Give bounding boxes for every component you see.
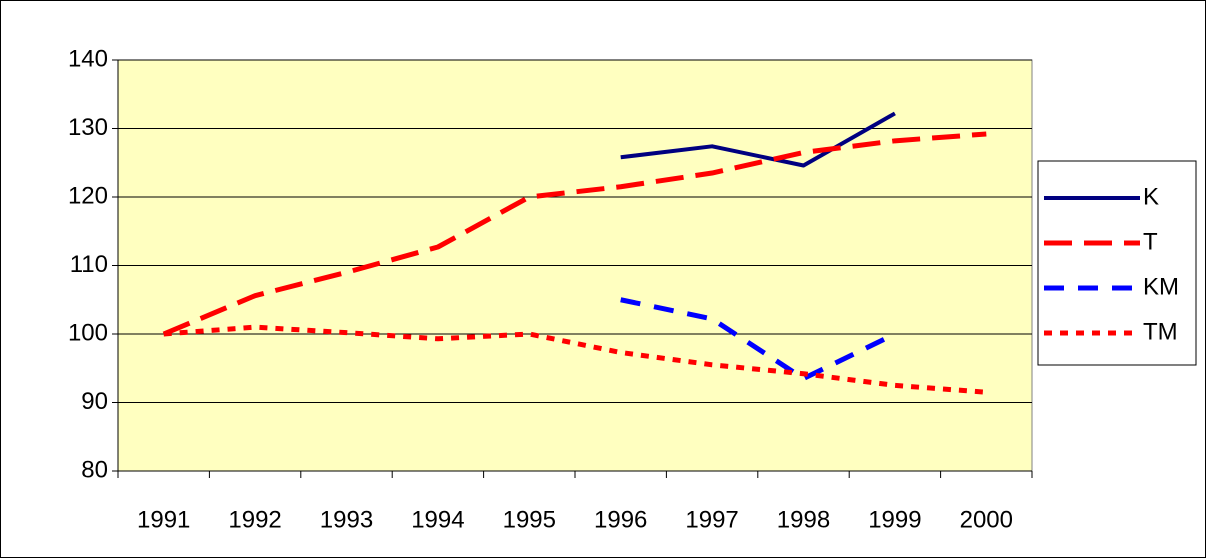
y-tick-label: 80 bbox=[81, 456, 108, 483]
legend-label: TM bbox=[1143, 318, 1178, 345]
x-tick-label: 1997 bbox=[685, 506, 738, 533]
series-line bbox=[163, 324, 987, 395]
x-tick-label: 1996 bbox=[594, 506, 647, 533]
x-tick-label: 1994 bbox=[411, 506, 464, 533]
y-tick-label: 130 bbox=[68, 114, 108, 141]
series-line bbox=[620, 297, 896, 382]
y-tick-label: 90 bbox=[81, 388, 108, 415]
x-tick-label: 1995 bbox=[503, 506, 556, 533]
series-line bbox=[620, 111, 896, 168]
x-tick-label: 1991 bbox=[137, 506, 190, 533]
series-line bbox=[162, 131, 987, 337]
y-tick-label: 100 bbox=[68, 319, 108, 346]
legend-label: KM bbox=[1143, 273, 1179, 300]
legend-label: T bbox=[1143, 228, 1158, 255]
x-tick-label: 1992 bbox=[228, 506, 281, 533]
x-tick-label: 2000 bbox=[960, 506, 1013, 533]
x-tick-label: 1999 bbox=[868, 506, 921, 533]
x-tick-label: 1998 bbox=[777, 506, 830, 533]
y-tick-label: 110 bbox=[70, 251, 108, 278]
y-tick-label: 140 bbox=[68, 45, 108, 72]
y-tick-label: 120 bbox=[68, 182, 108, 209]
legend-label: K bbox=[1143, 183, 1159, 210]
x-tick-label: 1993 bbox=[320, 506, 373, 533]
